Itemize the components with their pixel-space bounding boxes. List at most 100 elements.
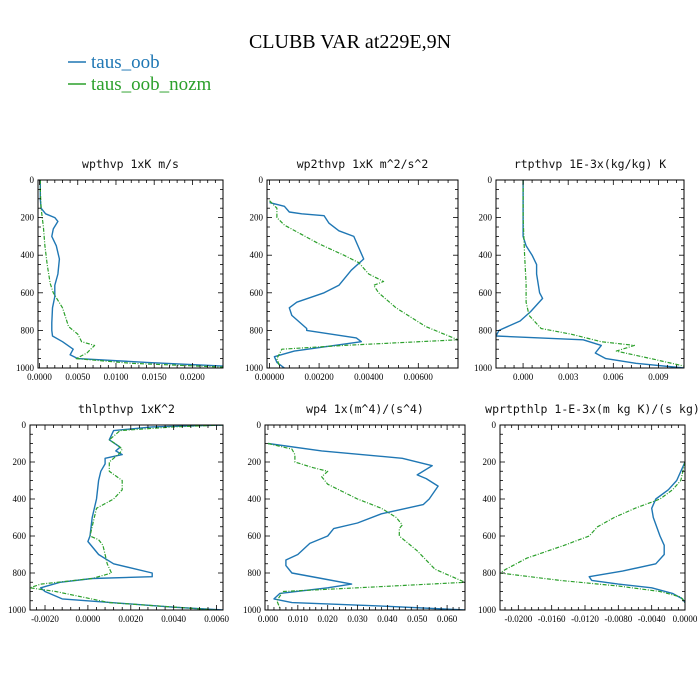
x-tick-label: 0.0100 [104, 372, 129, 382]
x-tick-label: 0.0200 [180, 372, 205, 382]
y-tick-label: 400 [13, 494, 27, 504]
x-tick-label: 0.006 [603, 372, 624, 382]
series-taus-oob [496, 180, 684, 368]
y-tick-label: 200 [21, 213, 35, 223]
y-tick-label: 400 [483, 494, 497, 504]
x-tick-label: 0.00000 [255, 372, 285, 382]
plot-frame [37, 179, 224, 369]
x-tick-label: 0.000 [258, 614, 279, 624]
y-tick-label: 0 [488, 175, 493, 185]
series-taus-oob [40, 425, 223, 610]
y-tick-label: 800 [483, 568, 497, 578]
x-tick-label: 0.0000 [76, 614, 101, 624]
x-tick-label: 0.0000 [27, 372, 52, 382]
y-tick-label: 400 [250, 250, 264, 260]
y-tick-label: 800 [248, 568, 262, 578]
panel-title: rtpthvp 1E-3x(kg/kg) K [514, 157, 666, 171]
x-tick-label: 0.00400 [354, 372, 384, 382]
y-tick-label: 1000 [243, 605, 262, 615]
x-tick-label: 0.0050 [65, 372, 90, 382]
x-tick-label: 0.0150 [142, 372, 167, 382]
y-tick-label: 1000 [478, 605, 497, 615]
x-tick-label: 0.00600 [404, 372, 434, 382]
y-tick-label: 200 [248, 457, 262, 467]
x-tick-label: 0.0040 [161, 614, 186, 624]
series-taus-oob-nozm [39, 180, 223, 368]
panel-title: wp2thvp 1xK m^2/s^2 [297, 157, 429, 171]
y-tick-label: 400 [248, 494, 262, 504]
plot-frame [266, 179, 459, 369]
series-taus-oob-nozm [269, 200, 458, 367]
y-tick-label: 800 [21, 325, 35, 335]
panel-6: wprtpthlp 1-E-3x(m kg K)/(s kg) 0 200 400 60… [478, 402, 700, 624]
x-tick-label: 0.020 [318, 614, 339, 624]
series-taus-oob [39, 180, 223, 367]
x-tick-label: 0.040 [377, 614, 398, 624]
x-tick-label: 0.003 [558, 372, 579, 382]
panel-3: rtpthvp 1E-3x(kg/kg) K 0 200 400 600 800 1000 0… [474, 157, 685, 382]
y-tick-label: 0 [492, 420, 497, 430]
series-taus-oob-nozm [267, 442, 465, 609]
y-tick-label: 0 [30, 175, 35, 185]
series-taus-oob-nozm [522, 180, 684, 367]
y-tick-label: 600 [250, 288, 264, 298]
series-taus-oob-nozm [500, 461, 685, 603]
y-tick-label: 600 [483, 531, 497, 541]
y-tick-label: 1000 [8, 605, 27, 615]
panel-2: wp2thvp 1xK m^2/s^2020040060080010000.00… [245, 157, 459, 382]
y-tick-label: 0 [22, 420, 27, 430]
x-tick-label: 0.0000 [673, 614, 698, 624]
legend-label-taus-oob-nozm: taus_oob_nozm [91, 74, 212, 95]
y-tick-label: 800 [479, 325, 493, 335]
x-tick-label: 0.00200 [304, 372, 334, 382]
y-tick-label: 1000 [245, 363, 264, 373]
x-tick-label: -0.0120 [571, 614, 599, 624]
x-tick-label: -0.0020 [31, 614, 59, 624]
x-tick-label: -0.0080 [604, 614, 632, 624]
y-tick-label: 600 [479, 288, 493, 298]
y-tick-label: 200 [479, 213, 493, 223]
figure-title: CLUBB VAR at229E,9N [249, 31, 451, 53]
x-tick-label: 0.050 [407, 614, 428, 624]
panel-title: wp4 1x(m^4)/(s^4) [306, 402, 424, 416]
y-tick-label: 1000 [474, 363, 493, 373]
y-tick-label: 600 [13, 531, 27, 541]
x-tick-label: 0.010 [288, 614, 309, 624]
y-tick-label: 600 [21, 288, 35, 298]
plot-frame [264, 424, 466, 611]
y-tick-label: 200 [483, 457, 497, 467]
legend-label-taus-oob: taus_oob [91, 52, 160, 73]
series-taus-oob-nozm [30, 425, 223, 610]
legend: taus_oob taus_oob_nozm [68, 52, 212, 95]
plot-frame [495, 179, 685, 369]
x-tick-label: 0.030 [347, 614, 368, 624]
y-tick-label: 0 [259, 175, 264, 185]
plot-frame [499, 424, 686, 611]
panel-title: wprtpthlp 1-E-3x(m kg K)/(s kg) [485, 402, 700, 416]
x-tick-label: 0.0020 [118, 614, 143, 624]
y-tick-label: 0 [257, 420, 262, 430]
y-tick-label: 400 [479, 250, 493, 260]
y-tick-label: 600 [248, 531, 262, 541]
y-tick-label: 1000 [16, 363, 35, 373]
series-taus-oob [588, 461, 685, 603]
x-tick-label: 0.000 [513, 372, 534, 382]
x-tick-label: 0.0060 [204, 614, 229, 624]
y-tick-label: 200 [13, 457, 27, 467]
x-tick-label: -0.0200 [504, 614, 532, 624]
y-tick-label: 800 [250, 325, 264, 335]
y-tick-label: 800 [13, 568, 27, 578]
panel-title: thlpthvp 1xK^2 [78, 402, 175, 416]
y-tick-label: 200 [250, 213, 264, 223]
x-tick-label: -0.0040 [638, 614, 666, 624]
series-taus-oob [267, 442, 465, 610]
panel-4: thlpthvp 1xK^2 0 200 400 600 800 1000 -0.0020 0.… [8, 402, 229, 624]
series-taus-oob [269, 201, 365, 368]
x-tick-label: 0.060 [437, 614, 458, 624]
y-tick-label: 400 [21, 250, 35, 260]
x-tick-label: 0.009 [648, 372, 669, 382]
